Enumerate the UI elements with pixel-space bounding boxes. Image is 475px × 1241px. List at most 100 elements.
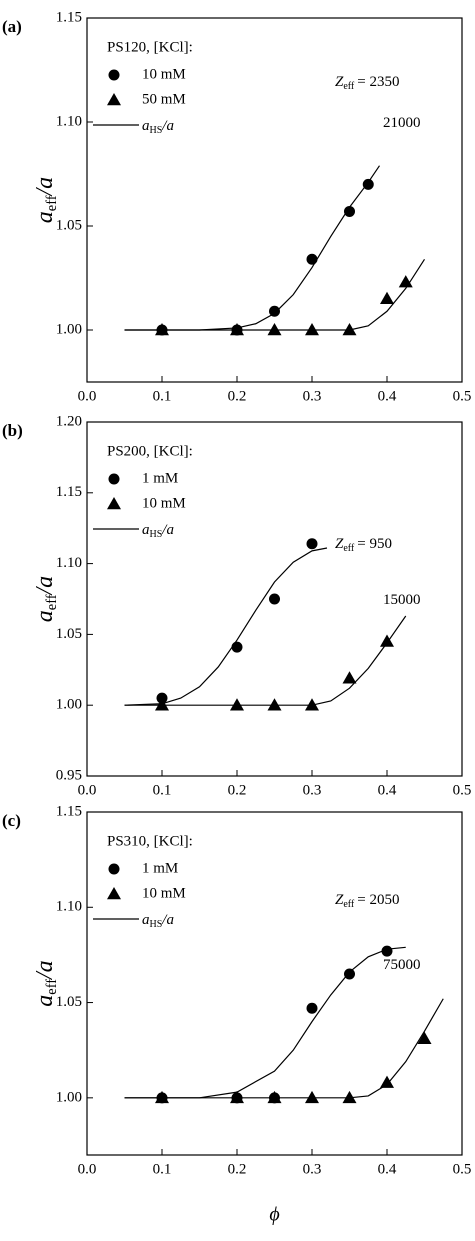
legend-fit-label-rest: /a xyxy=(161,522,174,538)
y-tick-label: 1.05 xyxy=(56,994,82,1010)
data-point xyxy=(342,323,357,336)
data-point xyxy=(230,323,244,336)
plot-frame xyxy=(86,421,463,777)
legend-fit-label: aHS/a xyxy=(142,522,174,540)
data-point xyxy=(267,698,282,711)
annotation-rest: = 2350 xyxy=(357,74,399,90)
legend-fit-label-rest: /a xyxy=(161,118,174,134)
legend-marker xyxy=(107,887,121,900)
x-tick-label: 0.0 xyxy=(78,388,97,404)
x-tick-label: 0.5 xyxy=(453,782,472,798)
legend-fit-label-sub: HS xyxy=(150,125,163,136)
legend-fit-label-sub: HS xyxy=(150,919,163,930)
data-point xyxy=(342,1090,357,1104)
fit-curve xyxy=(124,615,407,706)
x-tick-label: 0.0 xyxy=(78,782,97,798)
annotation: Zeff = 2350 xyxy=(335,74,399,92)
fit-curve xyxy=(124,258,426,331)
x-tick-label: 0.1 xyxy=(153,1161,172,1177)
x-tick-label: 0.1 xyxy=(153,782,172,798)
annotation-main: 15000 xyxy=(383,592,421,608)
annotation-main: Z xyxy=(335,74,344,90)
y-axis-label: aeff/a xyxy=(32,177,61,223)
y-axis-label-sub: eff xyxy=(44,594,60,610)
annotation: 15000 xyxy=(383,592,421,608)
legend-label: 50 mM xyxy=(142,91,186,107)
y-tick-label: 1.10 xyxy=(56,113,82,129)
y-axis-label-main: a xyxy=(32,995,58,1007)
x-tick-label: 0.4 xyxy=(378,782,397,798)
legend-fit-label-main: a xyxy=(142,522,150,538)
legend-title: PS120, [KCl]: xyxy=(107,39,193,55)
plot-frame xyxy=(86,17,463,383)
data-point xyxy=(306,538,318,550)
legend-label: 10 mM xyxy=(142,66,186,82)
y-tick-label: 1.00 xyxy=(56,1089,82,1105)
data-point xyxy=(344,968,355,980)
y-tick-label: 1.15 xyxy=(56,9,82,25)
y-axis-label-sub: eff xyxy=(44,195,60,211)
annotation-sub: eff xyxy=(343,899,355,910)
legend-fit-label-main: a xyxy=(142,118,150,134)
annotation-rest: = 950 xyxy=(357,536,392,552)
annotation-main: Z xyxy=(335,536,344,552)
data-point xyxy=(305,323,319,336)
y-axis-label-main: a xyxy=(32,211,58,223)
annotation: 75000 xyxy=(383,957,421,973)
panel-label: (c) xyxy=(2,811,21,830)
x-tick-label: 0.2 xyxy=(228,388,247,404)
data-point xyxy=(155,323,169,336)
x-tick-label: 0.3 xyxy=(303,388,322,404)
x-tick-label: 0.2 xyxy=(228,782,247,798)
legend-fit-label-rest: /a xyxy=(161,912,174,928)
data-point xyxy=(306,1002,318,1014)
legend-title: PS310, [KCl]: xyxy=(107,833,193,849)
fit-curve xyxy=(124,946,406,1099)
panel-label: (a) xyxy=(2,17,22,36)
legend-fit-label-main: a xyxy=(142,912,150,928)
panel-label: (b) xyxy=(2,421,23,440)
fit-curve xyxy=(124,165,380,331)
legend-marker xyxy=(108,863,120,875)
data-point xyxy=(156,692,168,704)
x-axis-label: ϕ xyxy=(269,1204,279,1226)
x-tick-label: 0.3 xyxy=(303,782,322,798)
annotation-main: 75000 xyxy=(383,957,421,973)
y-axis-label-rest: /a xyxy=(32,576,58,597)
data-point xyxy=(380,1075,394,1088)
legend-label: 1 mM xyxy=(142,470,178,486)
data-point xyxy=(380,634,394,647)
data-point xyxy=(417,1031,432,1045)
data-point xyxy=(305,698,319,711)
y-tick-label: 1.10 xyxy=(56,555,82,571)
data-point xyxy=(269,305,280,317)
y-axis-label-rest: /a xyxy=(32,177,58,198)
y-tick-label: 1.10 xyxy=(56,899,82,915)
x-tick-label: 0.3 xyxy=(303,1161,322,1177)
y-axis-label-rest: /a xyxy=(32,960,58,981)
annotation-sub: eff xyxy=(343,543,355,554)
annotation: Zeff = 950 xyxy=(335,536,392,554)
y-tick-label: 0.95 xyxy=(56,767,82,783)
data-point xyxy=(398,275,413,288)
data-point xyxy=(155,698,169,711)
legend-marker xyxy=(108,69,120,81)
legend-fit-label-sub: HS xyxy=(150,529,163,540)
legend-fit-label: aHS/a xyxy=(142,118,174,136)
data-point xyxy=(267,1090,282,1104)
y-axis-label: aeff/a xyxy=(32,960,61,1006)
y-axis-label-sub: eff xyxy=(44,979,60,995)
legend-label: 1 mM xyxy=(142,860,178,876)
y-axis-label: aeff/a xyxy=(32,576,61,622)
x-tick-label: 0.5 xyxy=(453,388,472,404)
y-tick-label: 1.20 xyxy=(56,413,82,429)
data-point xyxy=(230,1090,244,1104)
legend-marker xyxy=(107,93,121,106)
data-point xyxy=(267,323,282,336)
y-tick-label: 1.15 xyxy=(56,484,82,500)
data-point xyxy=(230,698,244,711)
annotation: 21000 xyxy=(383,115,421,131)
fit-curve xyxy=(124,998,444,1099)
x-tick-label: 0.2 xyxy=(228,1161,247,1177)
x-tick-label: 0.1 xyxy=(153,388,172,404)
